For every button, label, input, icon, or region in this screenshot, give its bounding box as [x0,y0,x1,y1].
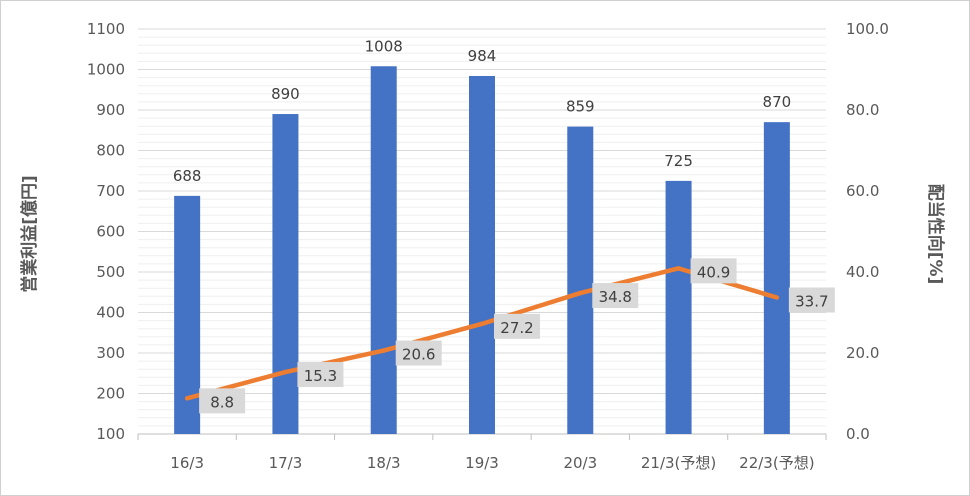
left-axis-tick-label: 500 [96,263,125,281]
left-axis-tick-label: 800 [96,142,125,160]
line-value-label-box [592,283,639,309]
line-value-label-box [395,340,442,366]
line-value-label-box [199,388,246,414]
x-axis-ticks: 16/3 17/3 18/3 19/3 20/3 21/3(予想) 22/3(予想) [170,454,814,472]
bar [469,75,495,434]
x-axis-category-label: 17/3 [269,454,303,472]
x-axis-category-label: 18/3 [367,454,401,472]
bar-value-label: 870 [763,93,792,111]
left-axis-tick-label: 1000 [87,61,125,79]
left-axis-tick-label: 700 [96,182,125,200]
bar-value-label: 984 [468,47,497,65]
line-value-label: 8.8 [199,388,246,414]
bar [272,114,299,435]
line-value-label: 15.3 [297,362,344,388]
right-axis-title: 配当性向[%] [925,184,946,285]
right-axis-tick-label: 100.0 [846,20,889,38]
bar-value-label: 890 [271,85,300,103]
right-axis-tick-label: 80.0 [846,101,879,119]
line-value-label-text: 40.9 [697,263,730,281]
x-axis-category-label: 22/3(予想) [739,454,814,472]
left-axis-title: 営業利益[億円] [19,175,40,293]
right-axis-ticks: 0.0 20.0 40.0 60.0 80.0 100.0 [846,20,889,443]
left-axis-tick-label: 200 [96,385,125,403]
bar-value-label: 1008 [365,37,403,55]
right-axis-tick-label: 40.0 [846,263,879,281]
bar [370,66,397,434]
line-value-label: 20.6 [395,340,442,366]
line-value-label-box [297,362,344,388]
left-axis-tick-label: 100 [96,425,125,443]
left-axis-ticks: 100 200 300 400 500 600 700 800 900 1000 1100 [87,20,125,443]
bar-series-operating-profit [174,66,790,435]
right-axis-tick-label: 0.0 [846,425,870,443]
right-axis-tick-label: 20.0 [846,344,879,362]
left-axis-tick-label: 1100 [87,20,125,38]
line-data-labels: 8.8 15.3 20.6 27.2 34.8 40.9 33.7 [199,258,835,414]
line-value-label-box [788,287,835,313]
bar [665,180,692,434]
line-value-label-text: 33.7 [795,293,828,311]
line-value-label-text: 27.2 [500,319,533,337]
line-value-label-box [690,258,737,284]
line-value-label: 27.2 [494,313,540,339]
left-axis-tick-label: 300 [96,344,125,362]
bar-value-label: 859 [566,98,595,116]
left-axis-tick-label: 400 [96,304,125,322]
line-value-label-text: 20.6 [402,346,435,364]
left-axis-tick-label: 600 [96,223,125,241]
bar [567,126,594,434]
line-value-label: 34.8 [592,283,639,309]
right-axis-tick-label: 60.0 [846,182,879,200]
line-value-label-text: 34.8 [599,288,632,306]
line-value-label-text: 8.8 [210,393,234,411]
bar-value-label: 688 [173,167,202,185]
x-axis-category-label: 20/3 [563,454,597,472]
line-value-label-text: 15.3 [304,367,337,385]
x-axis-category-label: 16/3 [170,454,204,472]
bar-value-label: 725 [664,152,693,170]
line-value-label: 40.9 [690,258,737,284]
bar-data-labels: 688 890 1008 984 859 725 870 [173,37,791,185]
x-axis-category-label: 19/3 [465,454,499,472]
line-value-label-box [494,313,540,339]
line-value-label: 33.7 [788,287,835,313]
left-axis-tick-label: 900 [96,101,125,119]
x-axis-category-label: 21/3(予想) [641,454,716,472]
bar [763,122,790,435]
